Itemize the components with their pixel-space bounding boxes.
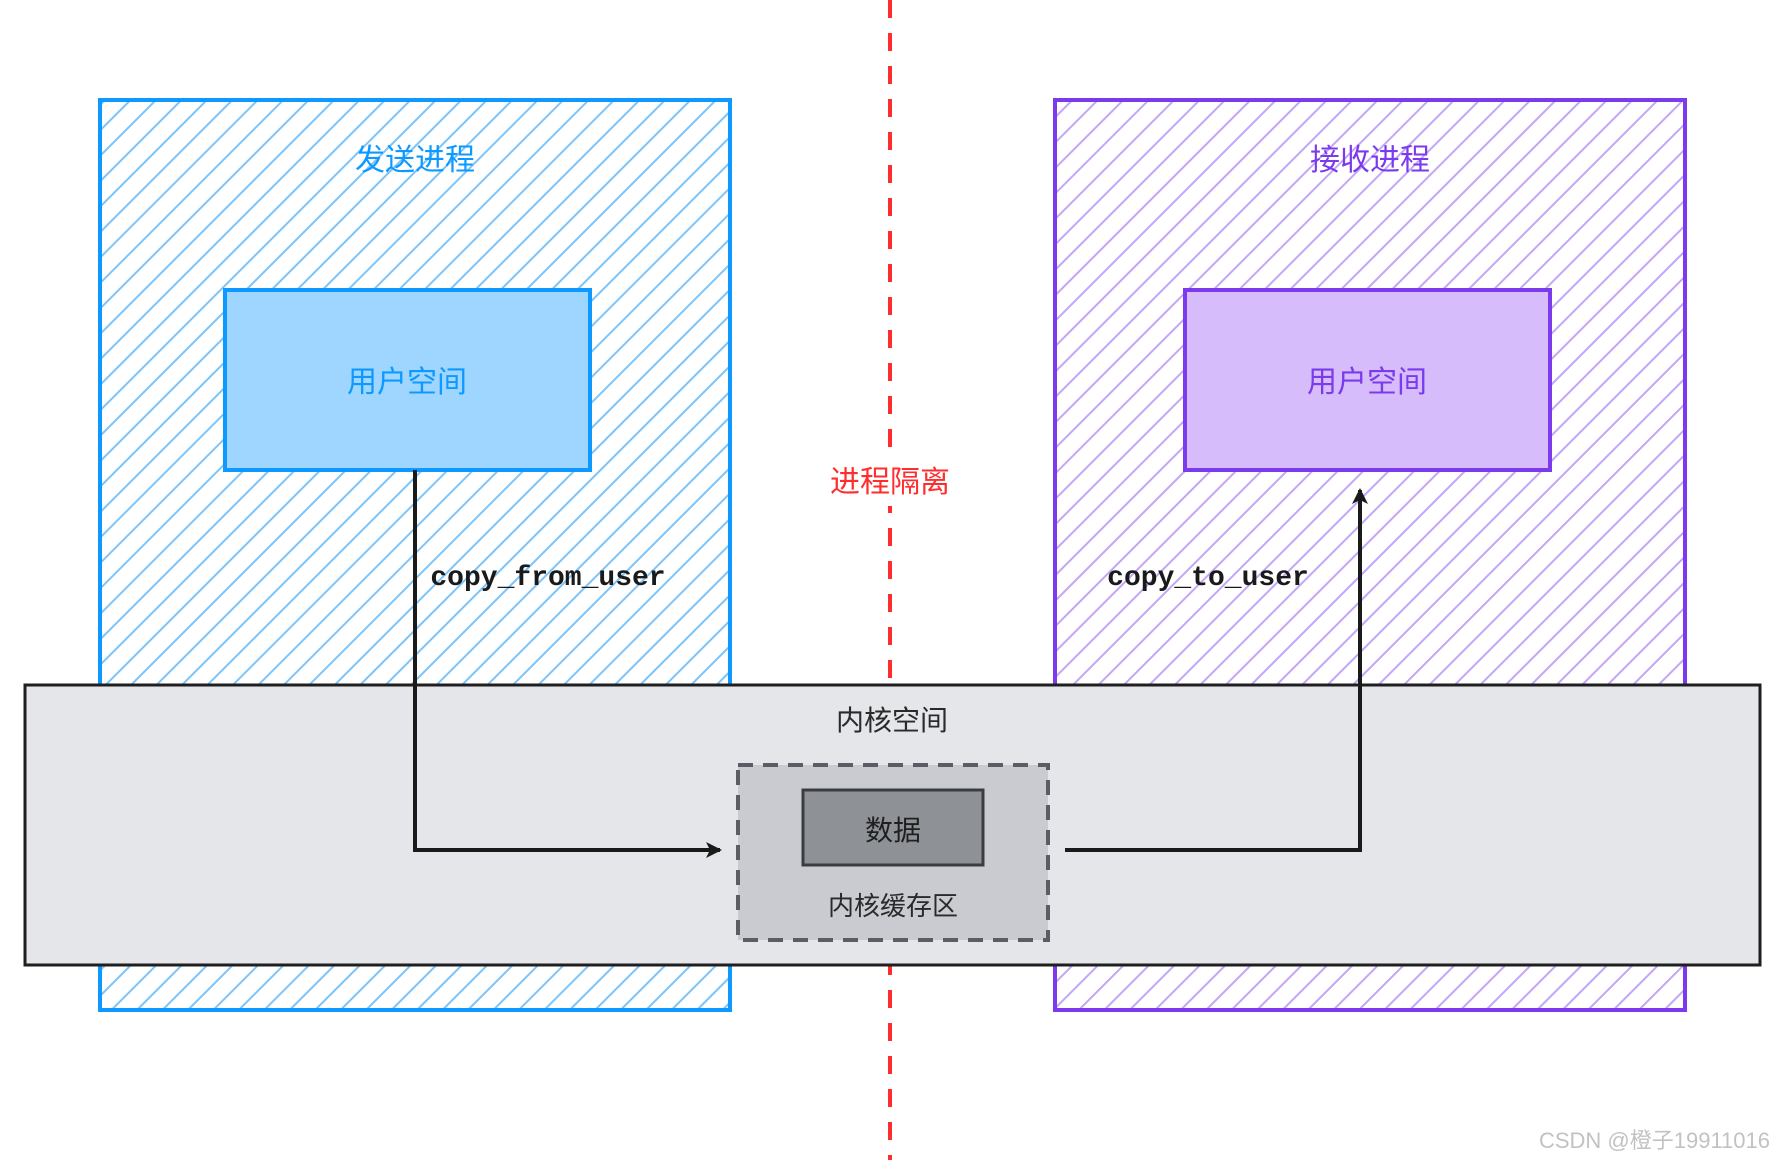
kernel-space: 内核空间 数据 内核缓存区 [25,685,1760,965]
recv-process-title: 接收进程 [1310,144,1430,177]
recv-userspace-label: 用户空间 [1307,366,1427,399]
kernel-buffer-label: 内核缓存区 [828,891,958,921]
watermark: CSDN @橙子19911016 [1539,1128,1770,1153]
kernel-space-label: 内核空间 [836,705,948,736]
send-userspace-label: 用户空间 [347,366,467,399]
copy-from-user-label: copy_from_user [430,563,665,594]
data-label: 数据 [865,815,921,846]
diagram-canvas: 发送进程 用户空间 接收进程 用户空间 进程隔离 内核空间 数据 内核缓存区 c… [0,0,1785,1160]
send-process-title: 发送进程 [355,144,475,177]
copy-to-user-label: copy_to_user [1107,563,1309,594]
isolation-label-group: 进程隔离 [822,458,958,506]
isolation-label: 进程隔离 [830,466,950,499]
